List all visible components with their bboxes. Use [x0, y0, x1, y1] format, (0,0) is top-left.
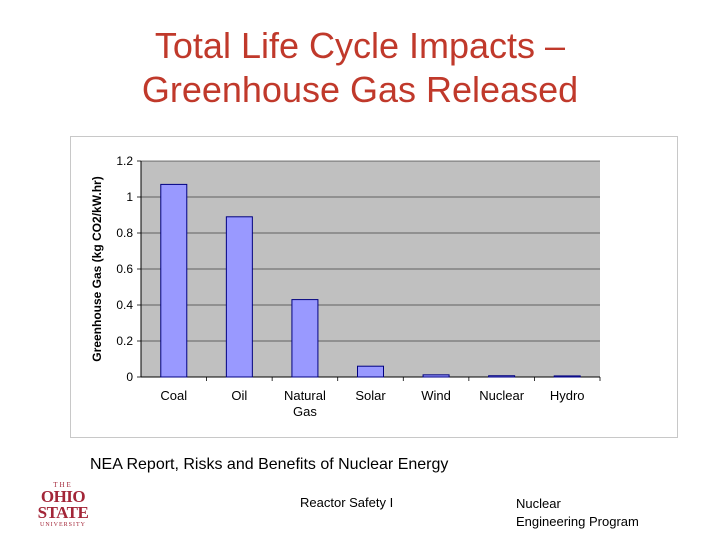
x-tick-label: Oil [231, 388, 247, 403]
bar-hydro [553, 375, 581, 378]
title-line-2: Greenhouse Gas Released [141, 69, 579, 110]
slide-title: Total Life Cycle Impacts – Greenhouse Ga… [60, 24, 660, 112]
y-tick-label: 0.6 [116, 262, 133, 276]
x-tick-label: Nuclear [479, 388, 524, 403]
y-tick-label: 1.2 [116, 154, 133, 168]
bar-oil [225, 216, 253, 378]
x-tick-label: Wind [421, 388, 451, 403]
y-axis-label: Greenhouse Gas (kg CO2/kW.hr) [90, 176, 104, 361]
footer-program: Nuclear Engineering Program [516, 495, 676, 531]
y-tick-label: 0.2 [116, 334, 133, 348]
x-tick-label: Hydro [550, 388, 585, 403]
ohio-state-logo: THE OHIO STATE UNIVERSITY [36, 481, 90, 529]
y-tick-label: 0.8 [116, 226, 133, 240]
footer-program-line-1: Nuclear [516, 496, 561, 511]
footer-course: Reactor Safety I [300, 495, 394, 510]
bar-nuclear [488, 375, 516, 378]
bar-wind [422, 374, 450, 378]
y-tick-label: 0.4 [116, 298, 133, 312]
x-tick-label: Solar [355, 388, 386, 403]
logo-ohio: OHIO [40, 487, 86, 506]
bar-natural-gas [291, 299, 319, 378]
footer-program-line-2: Engineering Program [516, 514, 639, 529]
x-tick-label: Natural [284, 388, 326, 403]
y-tick-label: 1 [126, 190, 133, 204]
bar-coal [160, 183, 188, 378]
logo-state: STATE [37, 503, 89, 522]
title-line-1: Total Life Cycle Impacts – [154, 25, 566, 66]
x-tick-label: Gas [293, 404, 317, 419]
source-citation: NEA Report, Risks and Benefits of Nuclea… [90, 456, 449, 473]
logo-university: UNIVERSITY [40, 522, 86, 528]
y-tick-label: 0 [126, 370, 133, 384]
logo-the: THE [53, 481, 73, 489]
x-tick-label: Coal [160, 388, 187, 403]
bar-solar [357, 365, 384, 378]
chart-frame: 0 0.2 0.4 0.6 0.8 1 1.2 Coal Oil Natural Gas Solar W… [70, 136, 678, 438]
